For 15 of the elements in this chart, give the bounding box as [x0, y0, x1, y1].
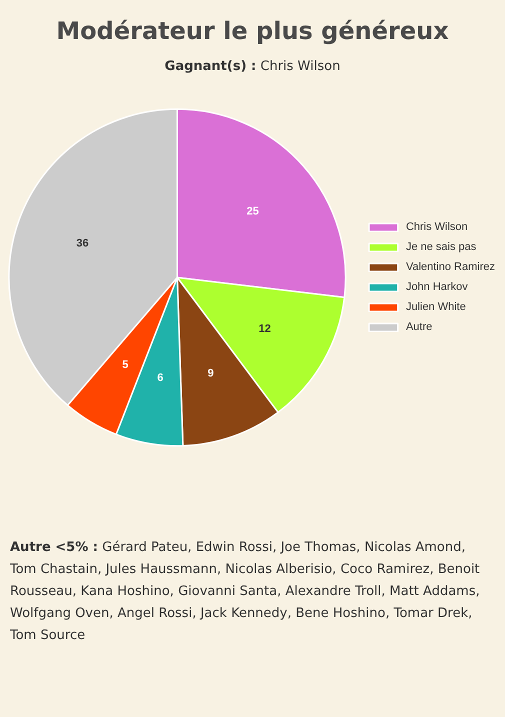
data-label: 9 [208, 367, 214, 380]
legend-label: Julien White [406, 300, 466, 313]
data-label: 12 [258, 322, 271, 335]
data-label: 5 [122, 358, 128, 371]
chart-title: Modérateur le plus généreux [55, 16, 450, 47]
text: Autre <5% : Gérard Pateu, Edwin Rossi, Joe Thomas, Nicolas Amond, Tom Chastain, Jules Haussmann, Nicolas Alberisio, Coco Ramirez, Benoit Rousseau, Kana Hoshino, Giovanni Santa, Alexandre Troll, Matt Addams, Wolfgang Oven, Angel Rossi, Jack Kennedy, Bene Hoshino, Tomar Drek, Tom Source [10, 538, 481, 645]
legend-label: Chris Wilson [406, 220, 468, 233]
legend-label: John Harkov [406, 280, 468, 293]
data-label: 25 [246, 205, 259, 218]
legend-label: Valentino Ramirez [406, 260, 495, 273]
chart-subtitle: Gagnant(s) : Chris Wilson [164, 58, 342, 76]
legend-label: Autre [406, 320, 432, 333]
data-label: 6 [157, 372, 164, 384]
legend-label: Je ne sais pas [406, 240, 476, 253]
data-label: 36 [76, 237, 89, 250]
